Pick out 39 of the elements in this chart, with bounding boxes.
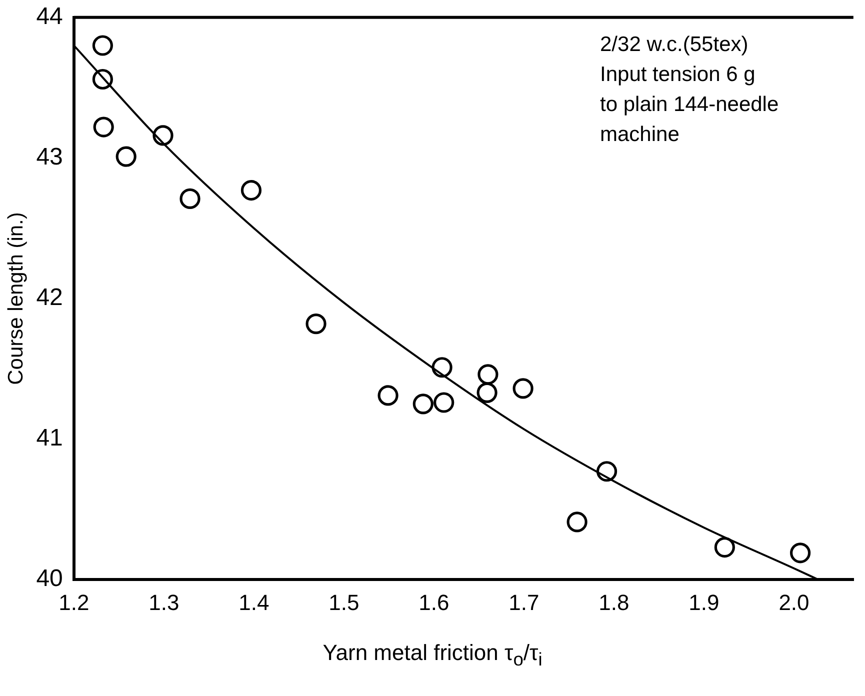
x-tick-label: 1.7 (508, 590, 540, 615)
point (596, 461, 618, 482)
point (478, 364, 498, 385)
x-tick-label: 1.6 (418, 590, 450, 615)
y-tick-label: 41 (36, 424, 63, 452)
y-tick-label: 42 (36, 284, 63, 312)
point (240, 180, 262, 201)
x-tick-label: 1.9 (688, 590, 720, 615)
point (412, 394, 434, 414)
x-tick-label: 1.5 (328, 590, 360, 615)
point (714, 536, 735, 558)
point (92, 35, 113, 56)
annotation: to plain 144-needle (600, 92, 779, 118)
point (512, 378, 534, 399)
point (152, 125, 174, 146)
point (92, 68, 113, 90)
x-axis-title: Yarn metal friction τ$_{o}$/τ$_{i}$ (322, 640, 544, 670)
point (476, 382, 498, 403)
x-tick-label: 1.2 (58, 590, 90, 615)
point (116, 146, 136, 167)
y-tick-label: 43 (36, 144, 63, 171)
point (434, 392, 454, 413)
y-tick-label: 40 (36, 565, 63, 592)
point (566, 512, 588, 532)
x-tick-label: 1.3 (148, 590, 180, 615)
y-tick-label: 44 (36, 3, 63, 30)
x-tick-label: 2.0 (778, 590, 810, 615)
point (180, 188, 200, 210)
annotation: machine (600, 122, 680, 148)
annotation: 2/32 w.c.(55tex) (600, 32, 750, 58)
point (306, 314, 326, 334)
point (378, 385, 398, 406)
y-axis-title: Course length (in.) (4, 212, 28, 385)
x-tick-label: 1.4 (238, 590, 270, 615)
point (790, 542, 811, 564)
x-tick-label: 1.8 (598, 590, 630, 615)
point (432, 357, 452, 378)
annotation: Input tension 6 g (600, 62, 756, 88)
point (93, 116, 114, 138)
